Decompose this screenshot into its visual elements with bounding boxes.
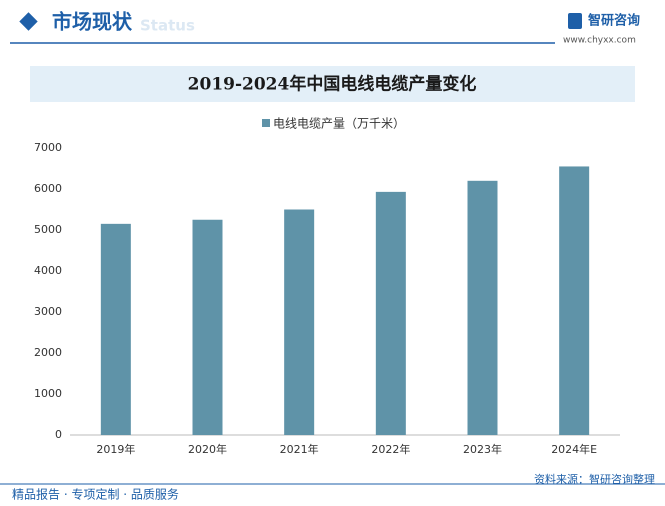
legend-swatch	[262, 119, 270, 127]
y-tick-label: 1000	[34, 387, 62, 400]
y-tick-label: 6000	[34, 182, 62, 195]
x-tick-label: 2022年	[371, 442, 410, 456]
header-subtitle: Status	[140, 17, 195, 35]
header-icon	[19, 12, 38, 31]
y-tick-label: 3000	[34, 305, 62, 318]
bar	[100, 223, 131, 435]
y-tick-label: 0	[55, 428, 62, 441]
brand-logo	[568, 13, 582, 29]
bar	[192, 219, 223, 435]
x-tick-label: 2021年	[280, 442, 319, 456]
x-tick-label: 2019年	[96, 442, 135, 456]
title-band	[30, 66, 635, 102]
brand-name: 智研咨询	[588, 13, 640, 29]
x-tick-label: 2020年	[188, 442, 227, 456]
footer-source: 资料来源：智研咨询整理	[534, 472, 655, 486]
plot: 0 1000 2000 3000 4000 5000 6000 7000 电线电缆产量（万千米）…	[34, 117, 597, 457]
chart-title: 2019-2024年中国电线电缆产量变化	[188, 74, 477, 95]
bar	[467, 180, 498, 435]
x-tick-label: 2024年E	[551, 442, 597, 456]
x-tick-label: 2023年	[463, 442, 502, 456]
footer-slogan: 精品报告 · 专项定制 · 品质服务	[12, 487, 179, 502]
y-tick-label: 4000	[34, 264, 62, 277]
header-title: 市场现状	[52, 10, 133, 34]
brand-url: www.chyxx.com	[563, 36, 636, 46]
y-tick-label: 7000	[34, 141, 62, 154]
y-tick-label: 2000	[34, 346, 62, 359]
bar	[559, 166, 590, 435]
bar	[375, 191, 406, 435]
y-tick-label: 5000	[34, 223, 62, 236]
legend-label: 电线电缆产量（万千米）	[273, 117, 405, 131]
bar	[284, 209, 315, 435]
